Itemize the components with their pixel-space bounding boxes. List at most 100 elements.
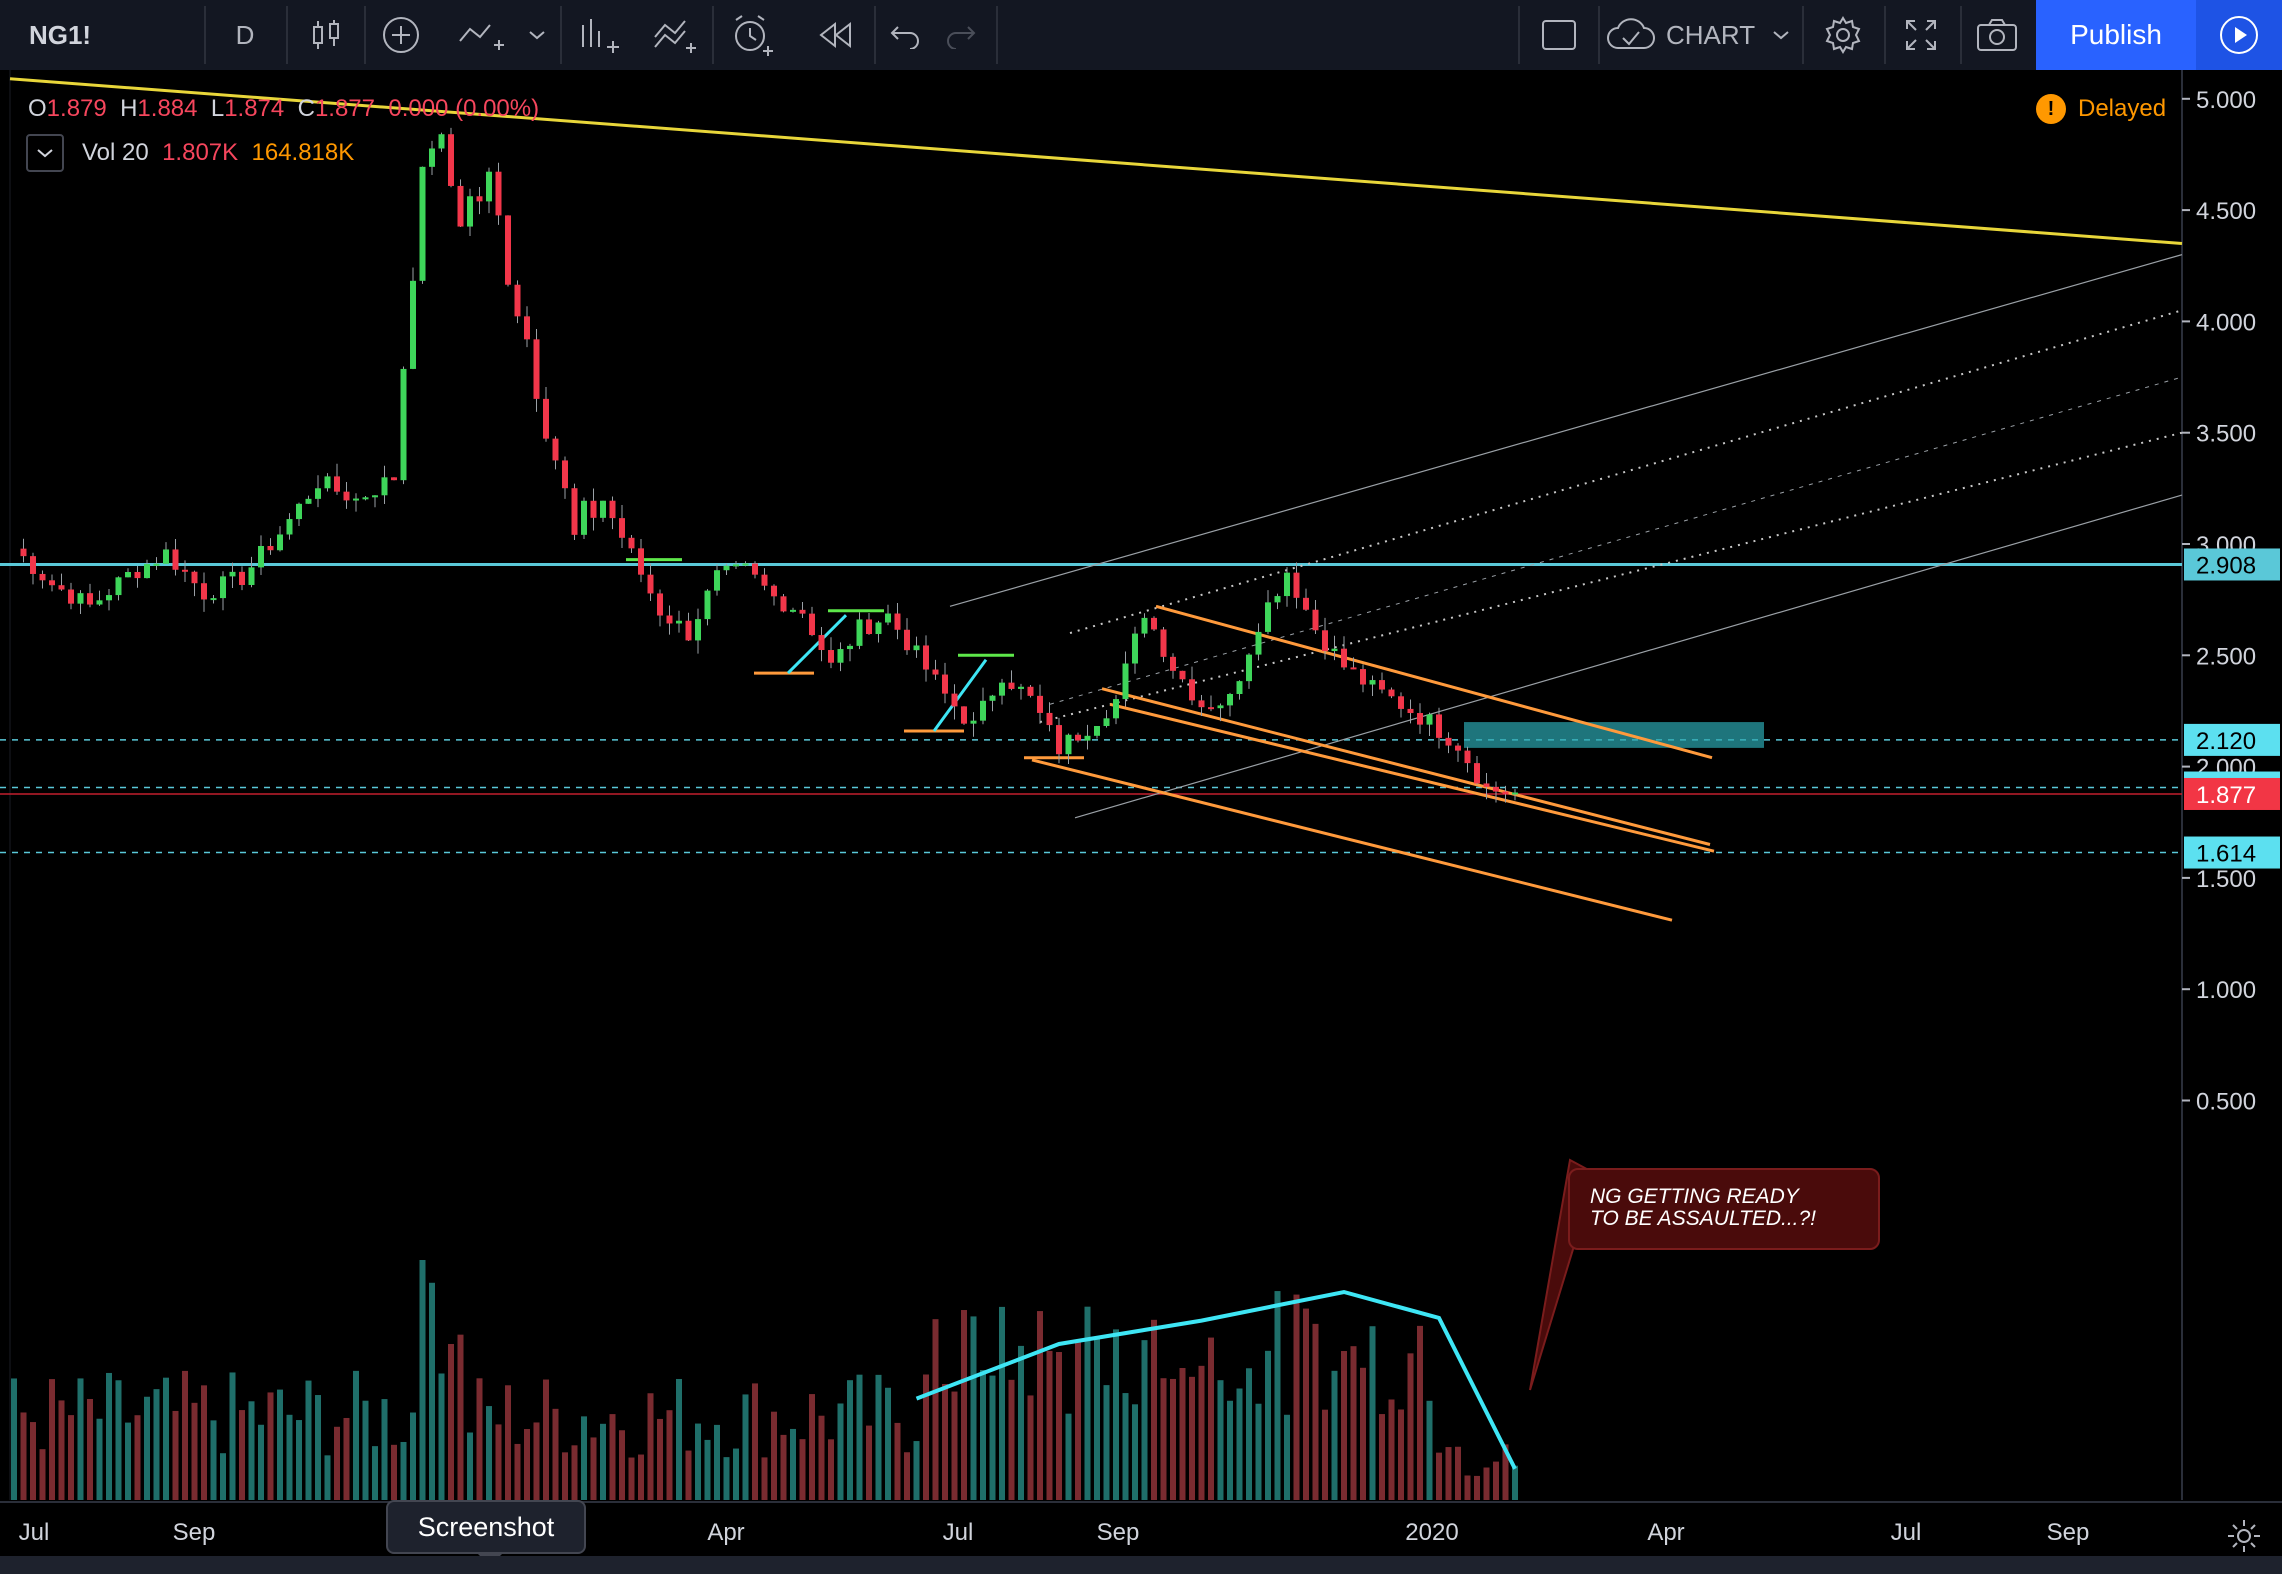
undo-icon[interactable] — [880, 0, 930, 70]
price-chart[interactable]: 5.0004.5004.0003.5003.0002.5002.0001.500… — [0, 70, 2282, 1574]
support-zone — [1464, 722, 1764, 748]
candle-body — [742, 563, 749, 566]
volume-bar — [467, 1432, 473, 1500]
candle-body — [1474, 763, 1480, 784]
volume-bar — [201, 1385, 207, 1500]
volume-bar — [1008, 1379, 1015, 1500]
candle-body — [847, 645, 853, 650]
replay-icon[interactable] — [800, 0, 870, 70]
volume-bar — [153, 1389, 160, 1500]
candle-body — [220, 576, 226, 599]
candle-body — [999, 682, 1005, 696]
open-label: O — [28, 95, 47, 122]
volume-ma-line — [915, 1289, 1517, 1470]
fullscreen-square-icon[interactable] — [1524, 0, 1594, 70]
volume-bar — [799, 1439, 806, 1500]
candle-body — [1094, 726, 1100, 736]
toolbar-divider — [560, 6, 562, 64]
volume-bar — [1445, 1447, 1452, 1500]
candle-body — [1008, 682, 1015, 689]
candle-body — [1160, 629, 1167, 657]
candle-body — [1170, 656, 1176, 671]
candle-body — [932, 669, 939, 675]
publish-button[interactable]: Publish — [2036, 0, 2196, 70]
channel-dotted-1 — [1069, 309, 2183, 635]
volume-bar — [334, 1426, 340, 1500]
volume-bar — [1331, 1370, 1338, 1500]
chart-menu-chevron-icon[interactable] — [1766, 0, 1796, 70]
price-axis-badge: 1.614 — [2184, 836, 2280, 869]
templates-icon[interactable] — [646, 0, 704, 70]
volume-bar — [581, 1416, 587, 1500]
candle-body — [115, 577, 122, 596]
volume-bar — [315, 1395, 321, 1500]
candle-body — [875, 622, 882, 635]
candle-body — [267, 546, 274, 551]
symbol-search-button[interactable]: NG1! — [0, 0, 120, 70]
price-tick-label: 5.000 — [2196, 87, 2256, 114]
collapse-legend-button[interactable] — [26, 134, 64, 172]
volume-bar — [1151, 1319, 1157, 1500]
play-icon[interactable] — [2196, 0, 2282, 70]
candle-body — [400, 368, 407, 481]
indicators-icon[interactable] — [566, 0, 636, 70]
candle-body — [923, 645, 929, 670]
volume-bar — [1407, 1353, 1414, 1500]
volume-bar — [780, 1434, 787, 1500]
chart-properties-gear-icon[interactable] — [2226, 1518, 2262, 1554]
ohlc-legend: O1.879 H1.884 L1.874 C1.877 0.000 (0.00%… — [28, 95, 539, 123]
volume-bar — [182, 1370, 188, 1500]
screenshot-tooltip: Screenshot — [386, 1500, 586, 1566]
volume-bar — [1398, 1409, 1404, 1500]
candle-body — [1331, 648, 1338, 652]
candle-body — [837, 649, 844, 663]
candle-body — [495, 171, 502, 216]
candle-body — [1141, 617, 1148, 634]
candle-body — [296, 503, 302, 520]
candle-body — [391, 477, 397, 481]
volume-bar — [932, 1319, 939, 1500]
toolbar-divider — [712, 6, 714, 64]
compare-icon[interactable] — [452, 0, 512, 70]
volume-bar — [514, 1443, 521, 1500]
volume-bar — [476, 1378, 483, 1500]
volume-bar — [191, 1402, 198, 1500]
camera-icon[interactable] — [1962, 0, 2032, 70]
volume-bar — [372, 1446, 378, 1500]
candles-icon[interactable] — [296, 0, 356, 70]
candle-body — [201, 583, 207, 600]
volume-bar — [11, 1378, 17, 1500]
volume-bar — [106, 1372, 112, 1500]
high-label: H — [120, 95, 138, 122]
alert-icon[interactable] — [718, 0, 788, 70]
candle-body — [172, 549, 179, 570]
callout-note[interactable]: NG GETTING READY TO BE ASSAULTED...?! — [1568, 1168, 1880, 1250]
chart-layout-button[interactable]: CHART — [1606, 0, 1806, 70]
volume-bar — [790, 1428, 796, 1500]
candle-body — [590, 500, 597, 518]
redo-icon[interactable] — [936, 0, 986, 70]
volume-bar — [448, 1343, 454, 1500]
candle-body — [1265, 602, 1271, 632]
candle-body — [315, 488, 321, 499]
settings-gear-icon[interactable] — [1808, 0, 1878, 70]
candle-body — [666, 615, 673, 624]
add-indicator-icon[interactable] — [370, 0, 432, 70]
volume-bar — [267, 1392, 274, 1500]
volume-bar — [1284, 1414, 1290, 1500]
interval-button[interactable]: D — [210, 0, 280, 70]
volume-bar — [676, 1378, 682, 1500]
volume-bar — [562, 1452, 568, 1500]
volume-bar — [229, 1372, 236, 1500]
toolbar-divider — [996, 6, 998, 64]
volume-bar — [1360, 1367, 1366, 1500]
volume-bar — [1189, 1376, 1195, 1500]
candle-body — [714, 570, 720, 591]
volume-bar — [49, 1379, 55, 1500]
expand-icon[interactable] — [1886, 0, 1956, 70]
delayed-status[interactable]: ! Delayed — [2036, 94, 2166, 124]
volume-bar — [1502, 1444, 1509, 1500]
volume-bar — [1274, 1291, 1281, 1500]
compare-menu-chevron-icon[interactable] — [522, 0, 552, 70]
volume-bar — [1265, 1350, 1271, 1500]
